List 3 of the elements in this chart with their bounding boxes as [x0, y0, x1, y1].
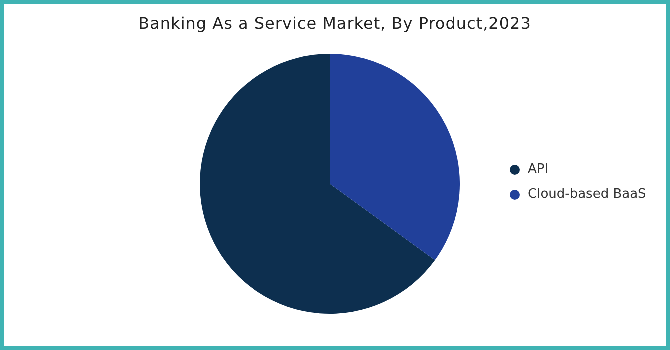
- legend-label: Cloud-based BaaS: [528, 187, 646, 202]
- chart-title: Banking As a Service Market, By Product,2023: [138, 14, 532, 33]
- legend-label: API: [528, 162, 549, 177]
